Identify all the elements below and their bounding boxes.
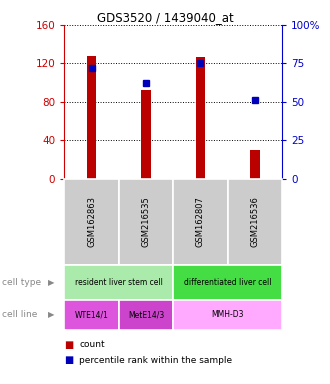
Text: ▶: ▶ xyxy=(48,310,54,319)
Text: resident liver stem cell: resident liver stem cell xyxy=(75,278,163,287)
Text: ▶: ▶ xyxy=(48,278,54,287)
Text: percentile rank within the sample: percentile rank within the sample xyxy=(79,356,232,365)
Text: ■: ■ xyxy=(64,340,74,350)
Text: GSM162807: GSM162807 xyxy=(196,196,205,247)
Text: ■: ■ xyxy=(64,355,74,365)
Text: GDS3520 / 1439040_at: GDS3520 / 1439040_at xyxy=(97,11,233,24)
Text: MMH-D3: MMH-D3 xyxy=(212,310,244,319)
Text: MetE14/3: MetE14/3 xyxy=(128,310,164,319)
Text: cell type: cell type xyxy=(2,278,41,287)
Text: GSM162863: GSM162863 xyxy=(87,196,96,247)
Text: GSM216535: GSM216535 xyxy=(142,196,150,247)
Text: WTE14/1: WTE14/1 xyxy=(75,310,109,319)
Bar xyxy=(250,150,260,179)
Text: cell line: cell line xyxy=(2,310,37,319)
Text: GSM216536: GSM216536 xyxy=(250,196,259,247)
Bar xyxy=(141,90,151,179)
Bar xyxy=(196,57,205,179)
Text: count: count xyxy=(79,340,105,349)
Text: differentiated liver cell: differentiated liver cell xyxy=(184,278,272,287)
Bar xyxy=(87,56,96,179)
